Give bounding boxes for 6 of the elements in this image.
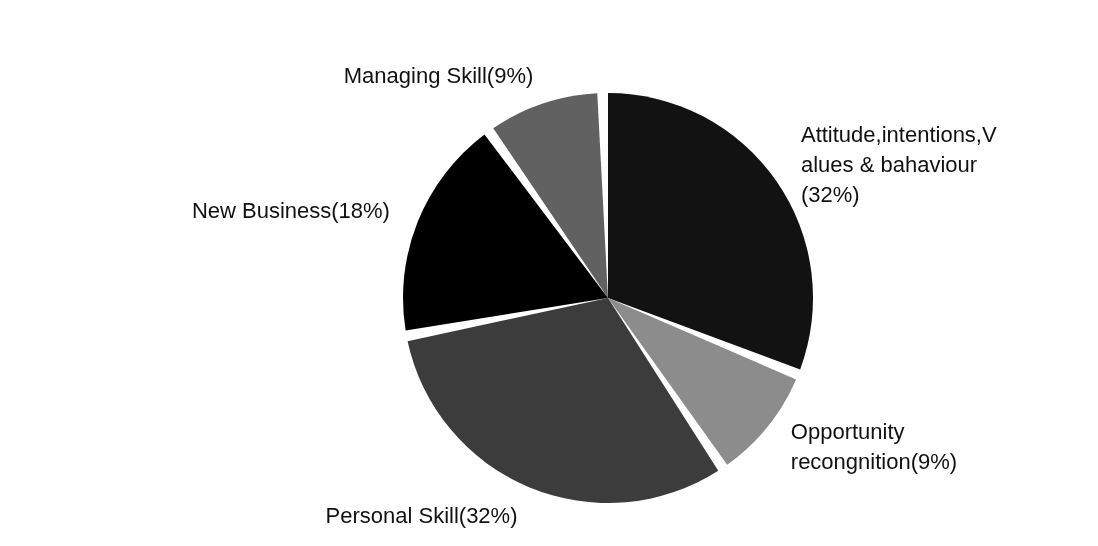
slice-label: Opportunity recongnition(9%): [790, 418, 958, 474]
slice-label: Attitude,intentions,Values & bahaviour: [800, 121, 997, 177]
slice-label: Personal Skill(32%): [325, 502, 518, 528]
data-label: (32%): [800, 181, 860, 207]
slice-label: New Business(18%): [191, 197, 390, 223]
slice-label: Managing Skill(9%): [343, 62, 534, 88]
